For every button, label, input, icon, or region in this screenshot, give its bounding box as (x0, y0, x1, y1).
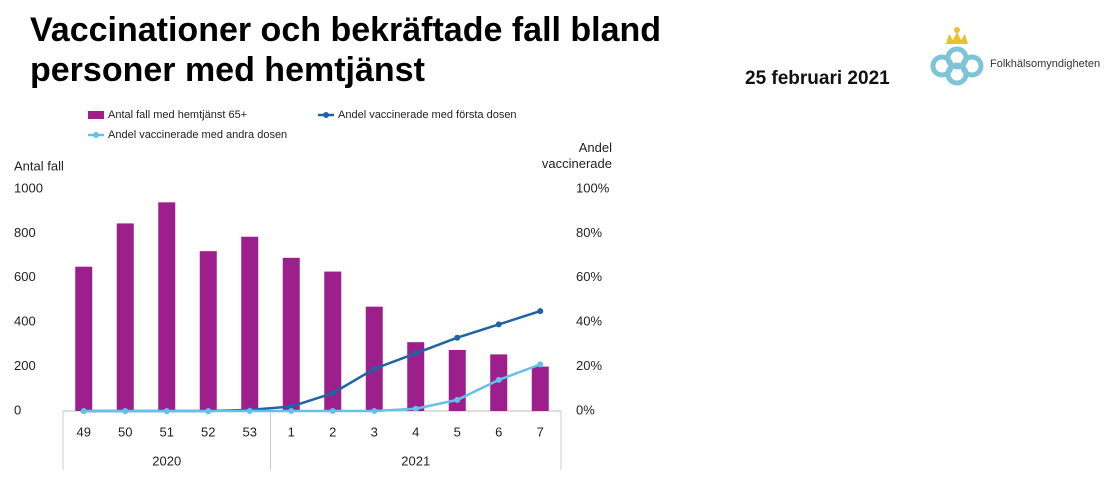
bar (324, 271, 342, 411)
point (246, 408, 253, 414)
point (205, 408, 212, 414)
legend-label: Andel vaccinerade med första dosen (338, 109, 517, 121)
y2-tick-label: 40% (576, 314, 602, 329)
x-tick-label: 1 (288, 424, 295, 439)
y-tick-label: 800 (14, 225, 36, 240)
legend-swatch (88, 111, 104, 119)
y-tick-label: 400 (14, 314, 36, 329)
point (80, 408, 87, 414)
y2-axis-title: Andel vaccinerade (541, 140, 612, 171)
x-tick-label: 4 (412, 424, 419, 439)
group-label: 2020 (152, 453, 181, 468)
x-tick-label: 52 (201, 424, 215, 439)
x-tick-label: 6 (495, 424, 502, 439)
point (495, 376, 502, 383)
bar (407, 342, 425, 411)
x-tick-label: 5 (454, 424, 461, 439)
point (371, 408, 378, 414)
y-axis-title: Antal fall (14, 158, 64, 173)
logo-text: Folkhälsomyndigheten (990, 58, 1101, 70)
bar (199, 251, 217, 411)
y2-tick-label: 80% (576, 225, 602, 240)
point (122, 408, 129, 414)
x-tick-label: 53 (243, 424, 257, 439)
y-tick-label: 600 (14, 269, 36, 284)
legend-swatch (93, 132, 99, 138)
y2-tick-label: 20% (576, 358, 602, 373)
y2-tick-label: 60% (576, 269, 602, 284)
date: 25 februari 2021 (745, 68, 890, 89)
bar (365, 306, 383, 411)
x-tick-label: 3 (371, 424, 378, 439)
x-tick-label: 2 (329, 424, 336, 439)
y-tick-label: 0 (14, 402, 21, 417)
bar (158, 202, 176, 411)
y-tick-label: 1000 (14, 180, 43, 195)
logo-icon (930, 27, 984, 86)
x-tick-label: 50 (118, 424, 132, 439)
point (412, 405, 419, 412)
point (495, 321, 502, 328)
point (288, 403, 295, 410)
legend-label: Andel vaccinerade med andra dosen (108, 129, 287, 141)
x-tick-label: 49 (77, 424, 91, 439)
title: Vaccinationer och bekräftade fall bland … (30, 11, 662, 89)
point (288, 408, 295, 414)
bar (75, 266, 93, 411)
bar (531, 366, 549, 411)
x-tick-label: 7 (537, 424, 544, 439)
point (163, 408, 170, 414)
legend-swatch (323, 112, 329, 118)
y-tick-label: 200 (14, 358, 36, 373)
line (83, 309, 541, 413)
x-tick-label: 51 (160, 424, 174, 439)
y2-tick-label: 100% (576, 180, 610, 195)
point (454, 396, 461, 403)
point (454, 334, 461, 341)
bar (241, 236, 259, 411)
point (329, 390, 336, 397)
point (371, 365, 378, 372)
legend-label: Antal fall med hemtjänst 65+ (108, 109, 247, 121)
bar (282, 257, 300, 411)
point (537, 308, 544, 315)
group-label: 2021 (401, 453, 430, 468)
bar (448, 349, 466, 411)
point (537, 361, 544, 368)
y2-tick-label: 0% (576, 402, 595, 417)
bar (116, 223, 134, 411)
point (412, 350, 419, 357)
point (329, 408, 336, 414)
line (83, 363, 541, 413)
